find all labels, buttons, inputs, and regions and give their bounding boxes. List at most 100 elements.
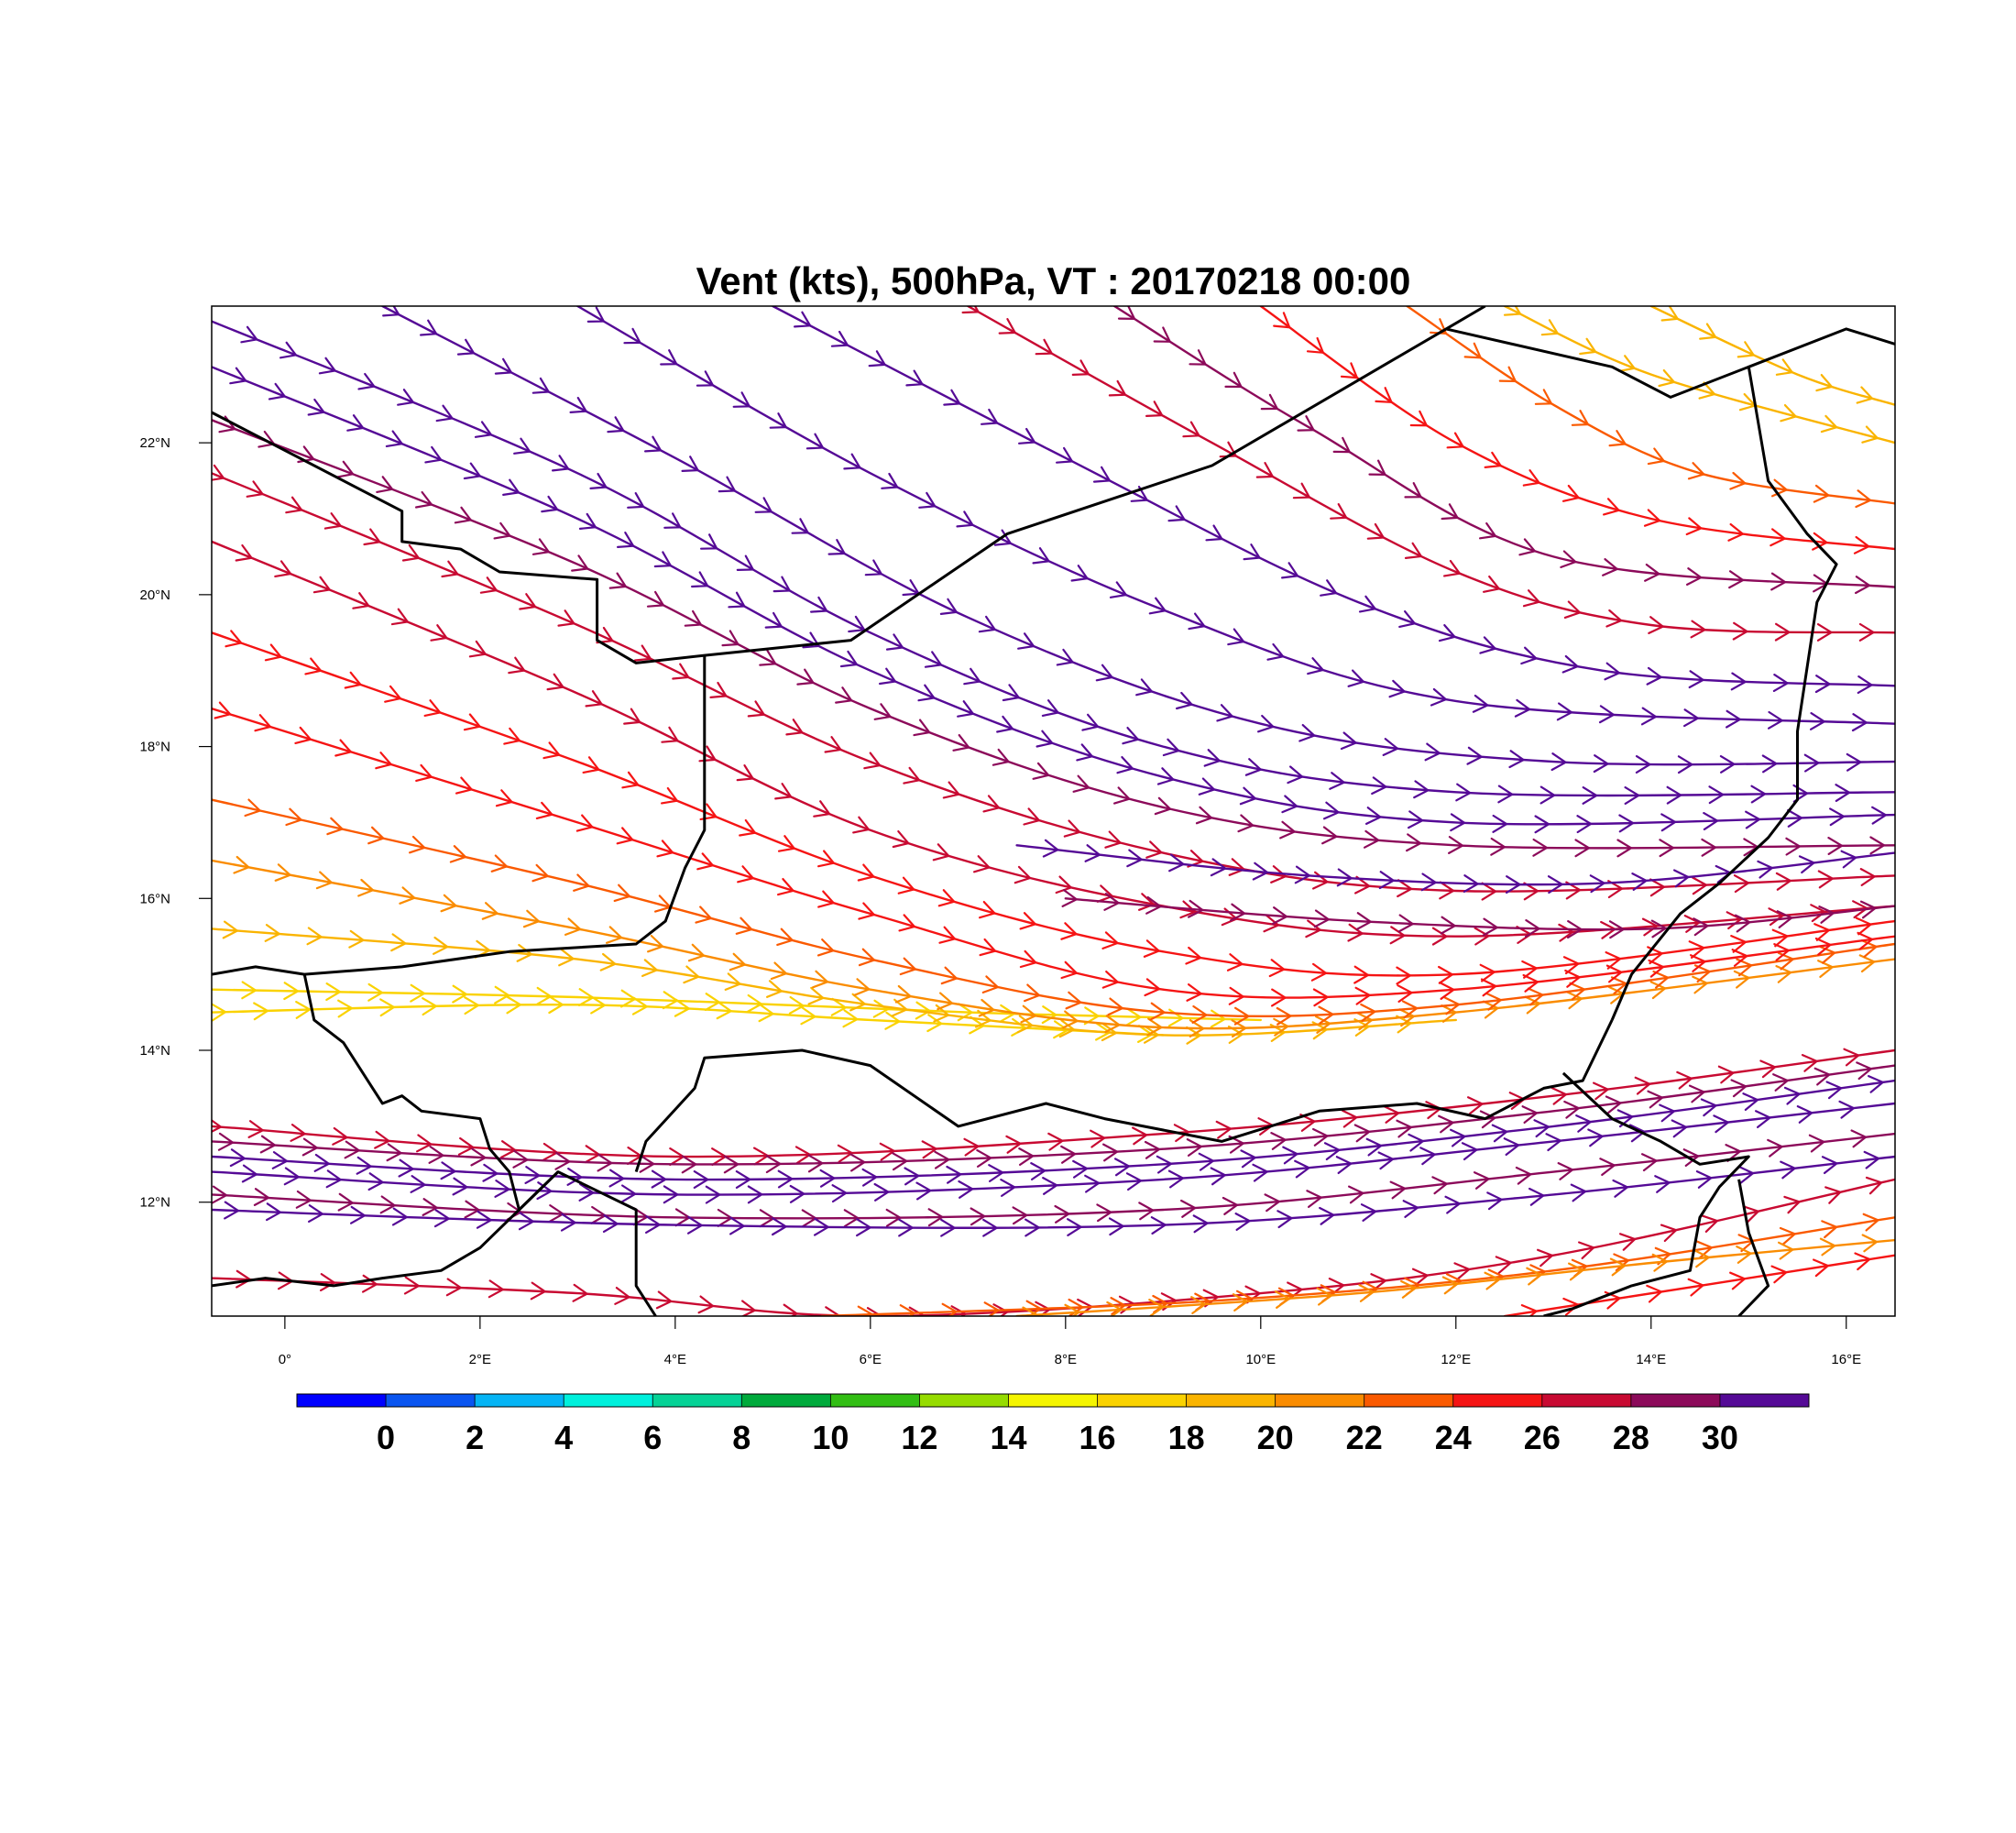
wind-arrow (1677, 755, 1694, 774)
wind-arrow (1233, 1006, 1251, 1026)
wind-arrow (1047, 1132, 1065, 1151)
wind-arrow (241, 1164, 258, 1183)
wind-arrow (1388, 679, 1407, 698)
wind-arrow (1624, 786, 1641, 805)
wind-arrow (488, 1279, 505, 1299)
wind-arrow (1144, 978, 1162, 997)
wind-arrow (1450, 1128, 1467, 1147)
wind-arrow (240, 325, 259, 344)
streamline (212, 859, 1895, 1030)
wind-arrow (1210, 858, 1228, 877)
wind-arrow (376, 476, 394, 493)
wind-arrow (445, 1278, 463, 1297)
wind-arrow (531, 863, 550, 883)
wind-arrow (796, 668, 816, 686)
wind-arrow (617, 532, 635, 548)
wind-arrow (506, 995, 523, 1015)
wind-arrow (805, 433, 825, 450)
wind-arrow (830, 330, 849, 347)
colorbar-label: 28 (1613, 1419, 1649, 1456)
wind-arrow (732, 391, 751, 408)
wind-arrow (1533, 1119, 1550, 1138)
wind-arrow (1695, 1170, 1714, 1189)
wind-arrow (379, 998, 397, 1017)
wind-arrow (982, 795, 1001, 813)
wind-arrow (320, 1273, 336, 1291)
streamline (1406, 306, 1895, 505)
wind-arrow (1690, 954, 1707, 972)
wind-arrow (1635, 755, 1652, 774)
wind-arrow (1853, 535, 1871, 554)
wind-arrow (1370, 1273, 1388, 1291)
wind-arrow (1618, 814, 1636, 833)
wind-arrow (1506, 875, 1522, 894)
wind-arrow (716, 1001, 733, 1020)
wind-arrow (569, 397, 588, 413)
wind-arrow (1855, 489, 1873, 509)
wind-arrow (998, 318, 1017, 335)
wind-arrow (1243, 543, 1262, 561)
wind-arrow (891, 998, 909, 1017)
wind-arrow (508, 656, 527, 675)
wind-arrow (996, 715, 1014, 733)
wind-arrow (1527, 987, 1545, 1006)
wind-arrow (357, 372, 377, 390)
wind-arrow (1701, 838, 1718, 857)
wind-arrow (868, 350, 887, 368)
wind-arrow (616, 827, 635, 845)
wind-arrow (1520, 1304, 1539, 1316)
wind-arrow (357, 878, 376, 897)
wind-arrow (1652, 970, 1671, 989)
wind-arrow (1315, 1015, 1332, 1034)
wind-arrow (597, 1153, 614, 1172)
wind-arrow (941, 1302, 959, 1316)
country-boundary (212, 655, 707, 976)
wind-arrow (1598, 705, 1616, 724)
wind-arrow (362, 1274, 379, 1293)
wind-arrow (1730, 1079, 1748, 1098)
wind-arrow (1443, 559, 1462, 577)
wind-arrow (769, 412, 788, 429)
colorbar-swatch (1186, 1394, 1276, 1407)
wind-arrow (1104, 830, 1123, 849)
wind-arrow (290, 1124, 307, 1142)
lon-tick-label: 8°E (1055, 1352, 1077, 1367)
wind-arrow (1658, 369, 1676, 388)
wind-arrow (479, 576, 499, 594)
wind-arrow (1232, 1293, 1250, 1312)
wind-arrow (705, 1185, 722, 1204)
wind-arrow (1641, 1153, 1659, 1172)
colorbar-label: 16 (1079, 1419, 1116, 1456)
wind-arrow (1829, 807, 1846, 827)
wind-arrow (1305, 919, 1322, 938)
wind-arrow (1868, 1075, 1885, 1093)
wind-arrow (1644, 563, 1661, 582)
wind-arrow (1252, 862, 1270, 881)
lat-tick-label: 20°N (139, 587, 170, 603)
latitude-axis: 12°N 14°N 16°N 18°N 20°N 22°N (139, 435, 212, 1211)
wind-arrow (1186, 983, 1203, 1002)
wind-arrow (663, 512, 683, 529)
wind-arrow (1042, 1177, 1059, 1195)
wind-arrow (1287, 765, 1305, 785)
wind-arrow (264, 924, 281, 942)
wind-arrow (352, 592, 371, 609)
wind-arrow (1244, 1285, 1262, 1304)
wind-arrow (1810, 904, 1827, 923)
wind-arrow (409, 835, 427, 854)
wind-arrow (1649, 981, 1668, 1000)
wind-arrow (1156, 767, 1176, 785)
wind-arrow (279, 341, 298, 359)
colorbar-swatch (919, 1394, 1009, 1407)
wind-arrow (1605, 609, 1624, 628)
wind-arrow (420, 319, 438, 336)
lat-tick-label: 12°N (139, 1195, 170, 1211)
wind-arrow (1274, 1290, 1292, 1309)
wind-arrow (1759, 1059, 1778, 1079)
country-boundary (634, 1019, 1614, 1173)
wind-arrow (1179, 900, 1198, 919)
wind-arrow (843, 1209, 860, 1228)
wind-arrow (1110, 1297, 1127, 1315)
wind-arrow (1365, 1137, 1384, 1157)
wind-arrow (746, 993, 763, 1013)
